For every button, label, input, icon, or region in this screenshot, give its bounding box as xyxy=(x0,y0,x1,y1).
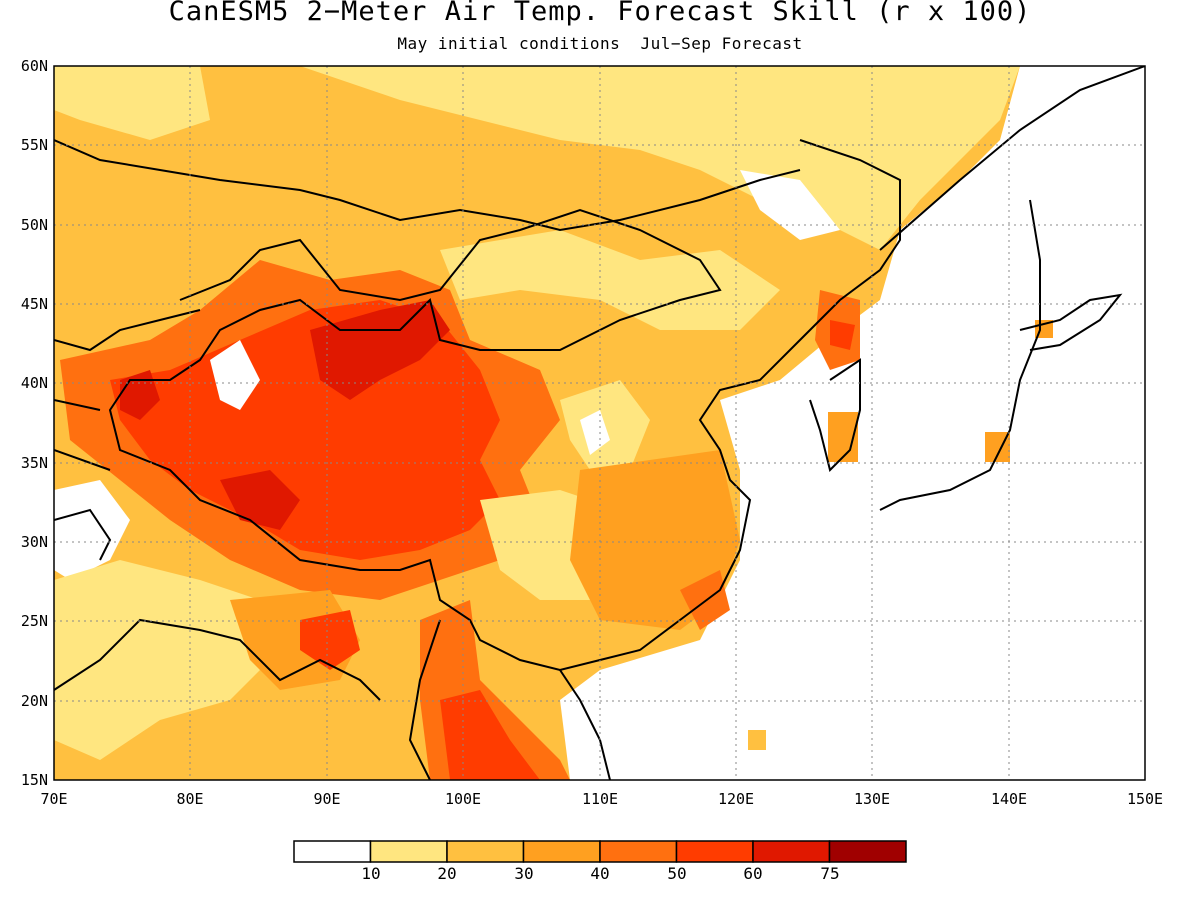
region-white-ne xyxy=(740,170,840,240)
east-coast xyxy=(879,66,1145,251)
y-tick-label: 45N xyxy=(20,295,48,313)
x-tick-label: 120E xyxy=(717,790,755,808)
indochina-coast xyxy=(408,619,611,780)
y-tick-label: 35N xyxy=(20,454,48,472)
colorbar-swatch xyxy=(828,840,907,863)
colorbar-swatch xyxy=(446,840,525,863)
colorbar-swatch xyxy=(369,840,448,863)
colorbar-swatch xyxy=(599,840,678,863)
coastlines xyxy=(54,66,1145,780)
x-tick-label: 140E xyxy=(990,790,1028,808)
west-borders xyxy=(54,309,201,561)
colorbar-swatch xyxy=(752,840,831,863)
russia-border xyxy=(54,139,801,232)
x-tick-label: 80E xyxy=(176,790,204,808)
skill-field xyxy=(54,66,1053,780)
colorbar-label: 20 xyxy=(437,864,457,883)
region-taiwan xyxy=(748,730,766,750)
colorbar-label: 40 xyxy=(590,864,610,883)
colorbar-label: 30 xyxy=(514,864,534,883)
x-tick-label: 130E xyxy=(853,790,891,808)
y-tick-label: 60N xyxy=(20,57,48,75)
x-tick-label: 150E xyxy=(1126,790,1164,808)
map-subtitle: May initial conditions Jul−Sep Forecast xyxy=(397,34,803,53)
korea-coast xyxy=(809,358,861,472)
y-tick-label: 40N xyxy=(20,374,48,392)
plot-frame xyxy=(53,65,1146,781)
region-white-center xyxy=(210,340,260,410)
colorbar-swatch xyxy=(293,840,372,863)
y-tick-label: 20N xyxy=(20,692,48,710)
colorbar xyxy=(293,840,907,863)
region-kaz-yellow xyxy=(54,66,210,140)
y-tick-label: 50N xyxy=(20,216,48,234)
y-tick-label: 25N xyxy=(20,612,48,630)
y-tick-label: 30N xyxy=(20,533,48,551)
x-tick-label: 100E xyxy=(444,790,482,808)
colorbar-label: 50 xyxy=(667,864,687,883)
region-mongolia-yellow xyxy=(440,230,780,330)
india-coast xyxy=(54,618,381,701)
y-tick-label: 55N xyxy=(20,136,48,154)
region-white-china xyxy=(580,410,610,455)
region-indochina-red xyxy=(440,690,540,780)
hokkaido-coast xyxy=(1019,293,1123,351)
x-tick-label: 90E xyxy=(313,790,341,808)
colorbar-label: 75 xyxy=(820,864,840,883)
colorbar-label: 60 xyxy=(743,864,763,883)
grid-lines xyxy=(54,66,1145,780)
region-white-west xyxy=(54,480,130,580)
region-india-yellow xyxy=(54,560,270,760)
x-tick-label: 110E xyxy=(581,790,619,808)
x-tick-label: 70E xyxy=(40,790,68,808)
china-border xyxy=(108,139,901,672)
region-se-china-red xyxy=(680,570,730,630)
colorbar-label: 10 xyxy=(361,864,381,883)
colorbar-swatch xyxy=(522,840,601,863)
region-tarim-dark xyxy=(310,300,450,400)
region-manchuria-dark xyxy=(830,320,855,350)
japan-coast xyxy=(879,199,1041,511)
region-bangladesh-red xyxy=(300,610,360,670)
region-north-yellow xyxy=(300,66,1020,250)
map-title: CanESM5 2−Meter Air Temp. Forecast Skill… xyxy=(168,0,1032,27)
y-tick-label: 15N xyxy=(20,771,48,789)
colorbar-swatch xyxy=(675,840,754,863)
